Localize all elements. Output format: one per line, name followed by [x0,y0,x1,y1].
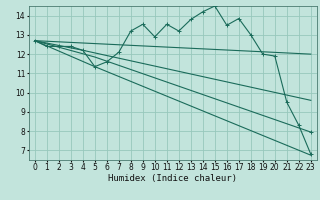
X-axis label: Humidex (Indice chaleur): Humidex (Indice chaleur) [108,174,237,183]
